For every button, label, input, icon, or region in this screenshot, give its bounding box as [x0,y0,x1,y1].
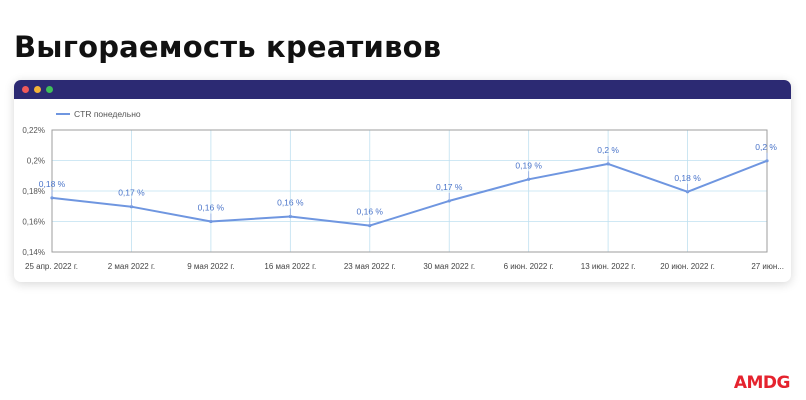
data-label: 0,16 % [277,197,304,207]
data-point [606,162,610,166]
data-label: 0,16 % [198,203,225,213]
data-label: 0,18 % [674,173,701,183]
data-label: 0,17 % [436,182,463,192]
y-tick-label: 0,22% [22,126,45,135]
y-tick-label: 0,2% [27,157,45,166]
data-point [527,177,531,181]
series-line [51,159,768,227]
data-label: 0,18 % [39,179,66,189]
x-tick-label: 27 июн... [751,262,784,271]
window-title-bar [14,80,791,99]
x-tick-label: 20 июн. 2022 г. [660,262,715,271]
slide-title: Выгораемость креативов [14,30,442,64]
x-tick-label: 2 мая 2022 г. [108,262,155,271]
y-tick-label: 0,14% [22,248,45,257]
data-label: 0,16 % [357,207,384,217]
x-tick-label: 30 мая 2022 г. [423,262,475,271]
amdg-logo: AMDG [733,373,791,393]
x-tick-label: 25 апр. 2022 г. [25,262,78,271]
y-tick-label: 0,18% [22,187,45,196]
x-tick-label: 23 мая 2022 г. [344,262,396,271]
y-tick-label: 0,16% [22,218,45,227]
data-label: 0,19 % [515,160,542,170]
x-tick-label: 13 июн. 2022 г. [581,262,636,271]
maximize-dot-icon [46,86,53,93]
x-tick-label: 6 июн. 2022 г. [504,262,554,271]
legend-label: CTR понедельно [74,109,141,119]
minimize-dot-icon [34,86,41,93]
data-label: 0,17 % [118,188,145,198]
data-label: 0,2 % [597,145,619,155]
close-dot-icon [22,86,29,93]
data-point [447,199,451,203]
data-label: 0,2 % [755,142,777,152]
ctr-line-chart: CTR понедельно 0,14% 0,16% 0,18% 0,2% 0,22% 25… [22,109,784,271]
chart-window: CTR понедельно 0,14% 0,16% 0,18% 0,2% 0,22% 25… [14,80,791,282]
x-tick-label: 9 мая 2022 г. [187,262,234,271]
x-tick-label: 16 мая 2022 г. [264,262,316,271]
